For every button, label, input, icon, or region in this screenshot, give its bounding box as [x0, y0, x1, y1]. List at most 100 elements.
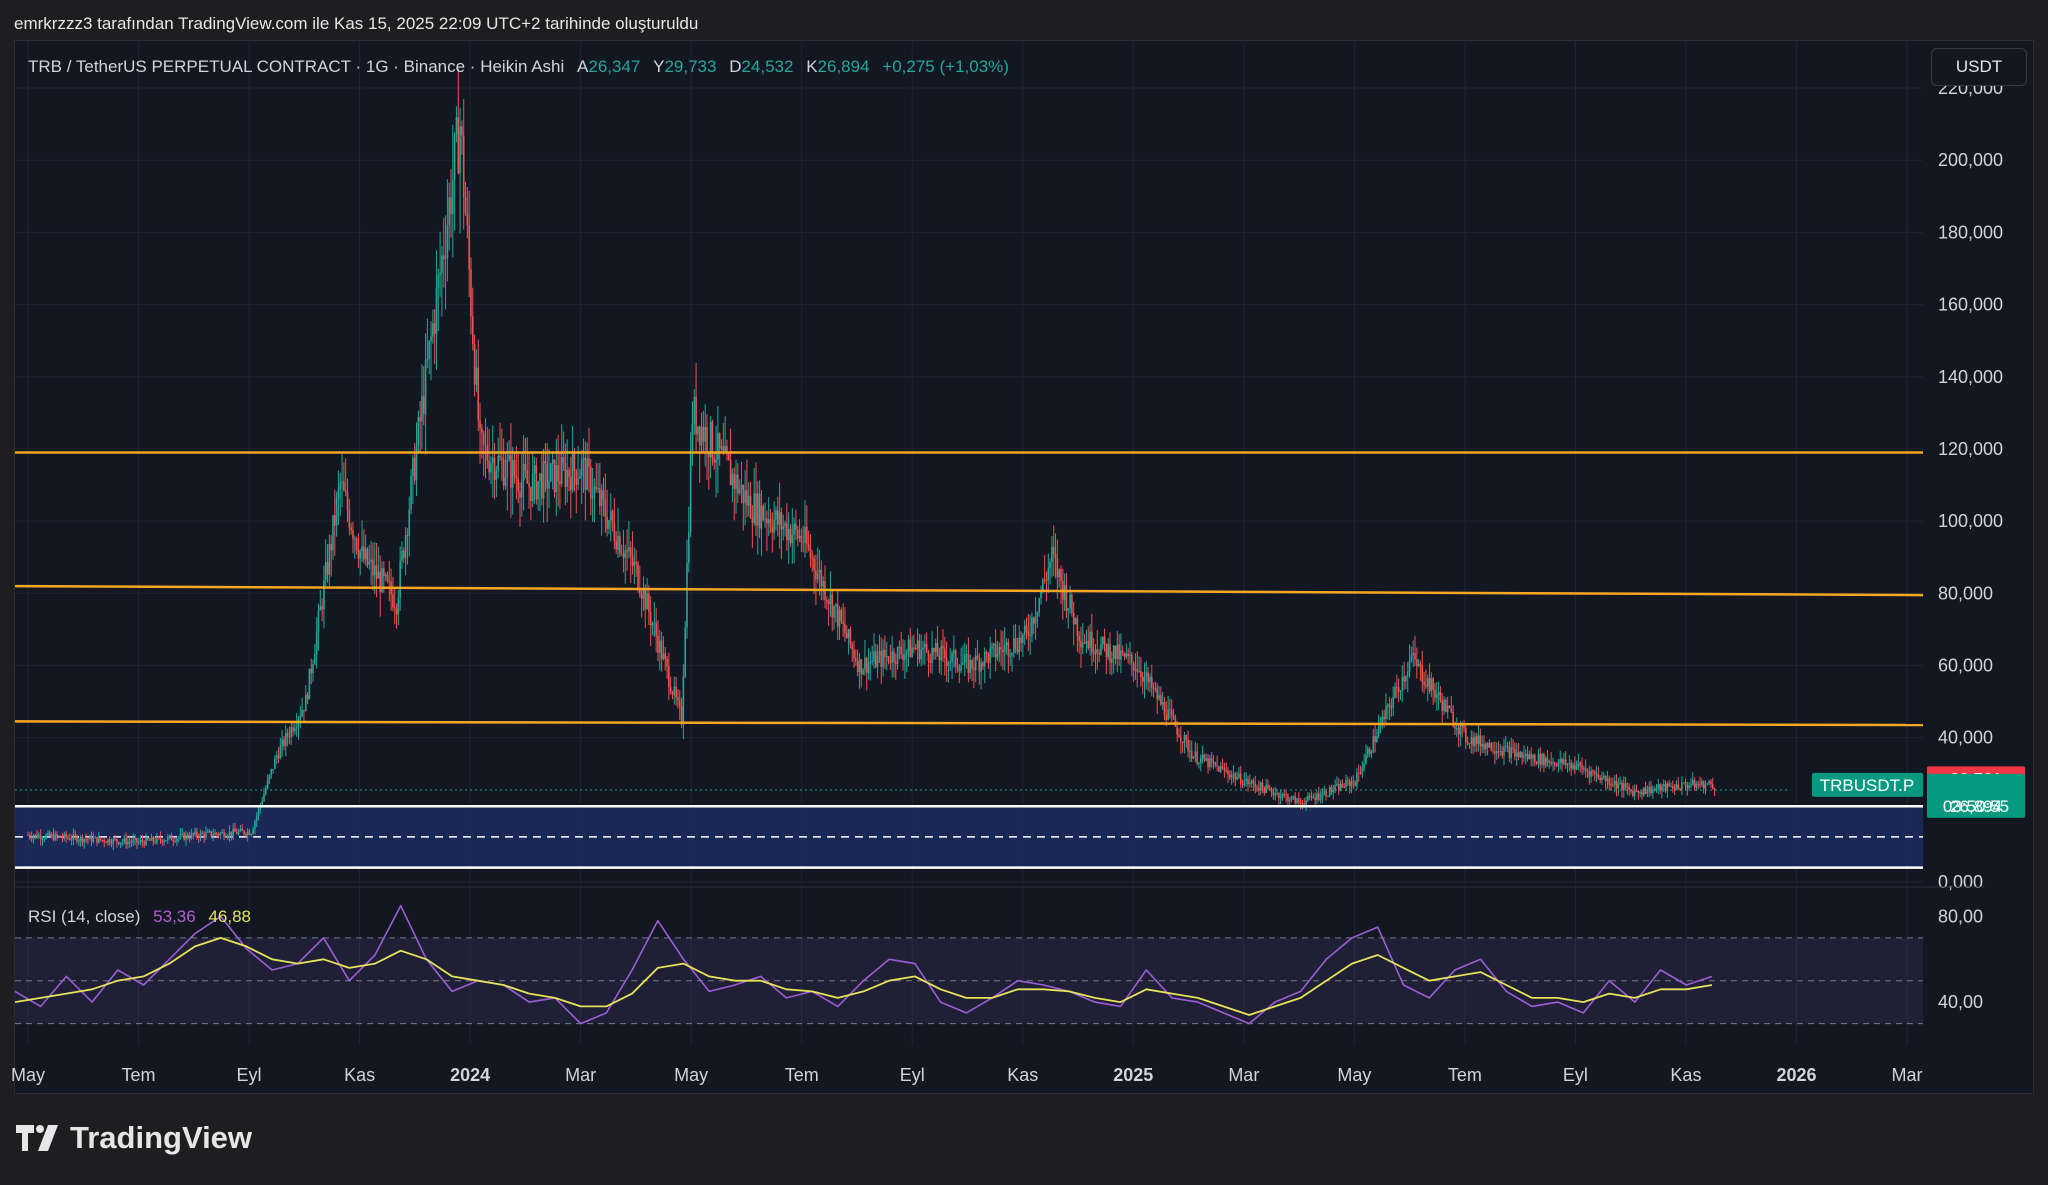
- candle-body: [640, 594, 643, 599]
- candle-body: [1018, 637, 1021, 653]
- candle-body: [355, 538, 358, 551]
- candle-body: [982, 662, 984, 667]
- candle-body: [1675, 784, 1678, 790]
- candle-body: [639, 587, 641, 595]
- candle-body: [735, 474, 737, 489]
- candle-body: [1564, 759, 1567, 766]
- candle-body: [90, 836, 93, 842]
- candle-body: [925, 643, 928, 652]
- candle-body: [1639, 792, 1641, 794]
- candle-body: [544, 461, 547, 464]
- candle-body: [1185, 735, 1188, 740]
- candle-body: [379, 571, 381, 592]
- candle-body: [372, 559, 374, 576]
- candle-body: [1261, 782, 1264, 788]
- candle-body: [1258, 787, 1260, 791]
- time-tick-label: Eyl: [237, 1065, 262, 1085]
- candle-body: [502, 459, 505, 486]
- candle-body: [1112, 645, 1115, 659]
- candle-body: [1619, 782, 1621, 784]
- candle-body: [261, 800, 263, 805]
- candle-body: [127, 841, 129, 845]
- candle-body: [1127, 653, 1129, 656]
- candle-body: [1682, 782, 1685, 784]
- candle-body: [1439, 692, 1442, 701]
- candle-body: [1308, 795, 1311, 797]
- candle-body: [1610, 784, 1612, 786]
- candle-body: [446, 225, 449, 258]
- candle-body: [782, 526, 785, 530]
- candle-body: [769, 519, 772, 528]
- candle-body: [79, 836, 82, 841]
- candle-body: [317, 610, 320, 632]
- candle-body: [522, 463, 525, 481]
- candle-body: [67, 837, 69, 839]
- candle-body: [1392, 697, 1395, 708]
- candle-body: [1485, 743, 1487, 750]
- candle-body: [206, 831, 209, 833]
- candle-body: [38, 835, 40, 838]
- candle-body: [571, 453, 574, 491]
- candle-body: [1229, 774, 1231, 778]
- candle-body: [1365, 754, 1367, 764]
- support-zone: [15, 789, 1923, 868]
- candle-body: [1116, 644, 1119, 660]
- candle-body: [530, 486, 532, 501]
- candle-body: [1134, 669, 1137, 671]
- candle-body: [228, 831, 231, 837]
- candle-body: [1630, 789, 1632, 792]
- candle-body: [119, 842, 122, 845]
- candle-body: [1120, 650, 1122, 660]
- candle-body: [798, 535, 801, 539]
- candle-body: [845, 633, 848, 639]
- candle-body: [1232, 773, 1235, 776]
- candle-body: [157, 836, 160, 838]
- candle-body: [413, 457, 416, 481]
- high-label: Y: [653, 57, 665, 76]
- candle-body: [1328, 787, 1331, 797]
- tradingview-logo-icon: [16, 1125, 58, 1151]
- candle-body: [702, 426, 705, 442]
- chart-frame[interactable]: [14, 40, 2034, 1094]
- candle-body: [29, 835, 31, 838]
- candle-body: [851, 644, 854, 650]
- candle-body: [893, 651, 895, 663]
- candle-body: [1446, 705, 1449, 713]
- tradingview-logo[interactable]: TradingView: [16, 1120, 252, 1156]
- candle-body: [295, 726, 298, 729]
- candle-body: [796, 529, 799, 539]
- candle-body: [230, 831, 233, 836]
- candle-body: [844, 624, 846, 634]
- candle-body: [1056, 557, 1059, 578]
- candle-body: [186, 834, 189, 838]
- candle-body: [1094, 649, 1097, 654]
- candle-body: [381, 568, 383, 592]
- candle-body: [1521, 752, 1523, 758]
- candle-body: [900, 646, 903, 655]
- candle-body: [225, 836, 227, 838]
- candle-body: [1178, 734, 1180, 738]
- candle-body: [875, 651, 877, 667]
- candle-body: [139, 840, 142, 842]
- candle-body: [1710, 781, 1712, 785]
- candle-body: [197, 836, 200, 838]
- candle-body: [1259, 782, 1262, 791]
- candle-body: [1278, 793, 1280, 799]
- candle-body: [613, 523, 616, 541]
- candle-body: [629, 547, 632, 557]
- candle-body: [1252, 780, 1255, 784]
- candle-body: [419, 416, 421, 422]
- candle-body: [858, 659, 861, 673]
- candle-body: [383, 568, 385, 577]
- candle-body: [1621, 782, 1623, 790]
- currency-button[interactable]: USDT: [1931, 48, 2027, 86]
- candle-body: [1443, 700, 1445, 712]
- candle-body: [740, 484, 743, 489]
- candle-body: [974, 655, 977, 671]
- candle-body: [481, 428, 483, 433]
- candle-body: [584, 457, 587, 490]
- candle-body: [924, 643, 926, 648]
- candle-body: [942, 645, 944, 649]
